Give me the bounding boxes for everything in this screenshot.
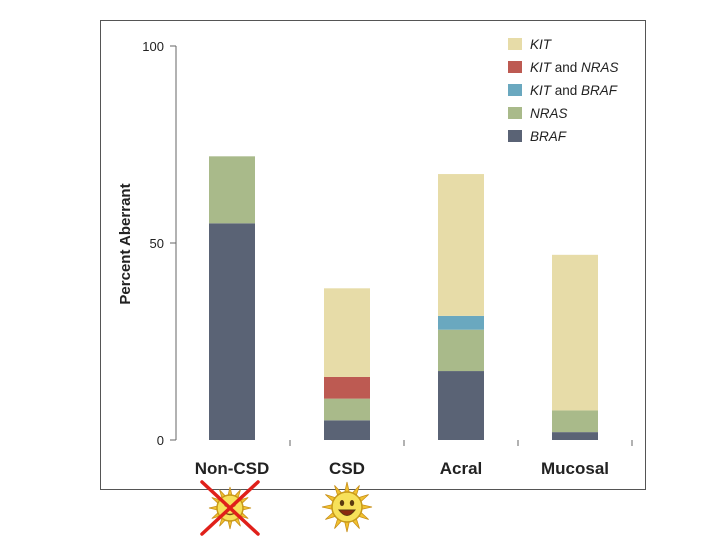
x-tick-label: Acral xyxy=(440,459,483,478)
bar-segment xyxy=(209,223,255,440)
legend-label: KIT xyxy=(530,37,553,52)
x-tick-label: Mucosal xyxy=(541,459,609,478)
bar-segment xyxy=(552,410,598,433)
bar-segment xyxy=(552,432,598,440)
legend-label-part: BRAF xyxy=(581,83,618,98)
x-tick-label: Non-CSD xyxy=(195,459,270,478)
bars xyxy=(209,156,598,440)
bar-segment xyxy=(324,376,370,399)
legend-label-part: KIT xyxy=(530,83,553,98)
legend-label: NRAS xyxy=(530,106,568,121)
legend-label-part: KIT xyxy=(530,60,553,75)
legend-label: KIT and BRAF xyxy=(530,83,618,98)
bar-segment xyxy=(438,371,484,440)
legend-label-part: BRAF xyxy=(530,129,567,144)
x-tick-label: CSD xyxy=(329,459,365,478)
bar-segment xyxy=(209,156,255,224)
y-axis: 0 50 100 xyxy=(142,39,177,448)
bar-segment xyxy=(552,254,598,411)
bar-segment xyxy=(438,174,484,316)
legend-label: KIT and NRAS xyxy=(530,60,619,75)
smiling-sun-icon xyxy=(321,481,373,533)
bar-segment xyxy=(324,398,370,421)
legend-label-part: KIT xyxy=(530,37,553,52)
legend-swatch xyxy=(508,38,522,50)
bar-segment xyxy=(438,315,484,330)
legend-swatch xyxy=(508,84,522,96)
legend-label-part: NRAS xyxy=(581,60,619,75)
legend-label: BRAF xyxy=(530,129,567,144)
legend-swatch xyxy=(508,107,522,119)
chart-frame xyxy=(100,20,646,490)
bar-segment xyxy=(324,420,370,440)
x-axis: Non-CSD CSD Acral Mucosal xyxy=(195,440,633,478)
bar-segment xyxy=(324,288,370,377)
legend-swatch xyxy=(508,130,522,142)
y-axis-label: Percent Aberrant xyxy=(117,183,134,304)
legend-label-part: NRAS xyxy=(530,106,568,121)
legend-label-part: and xyxy=(551,60,581,75)
legend-swatch xyxy=(508,61,522,73)
sun-crossed-out-icon xyxy=(200,480,260,536)
y-tick-label: 100 xyxy=(142,39,164,54)
y-tick-label: 0 xyxy=(157,433,164,448)
legend-label-part: and xyxy=(551,83,581,98)
bar-segment xyxy=(438,329,484,372)
y-tick-label: 50 xyxy=(150,236,164,251)
